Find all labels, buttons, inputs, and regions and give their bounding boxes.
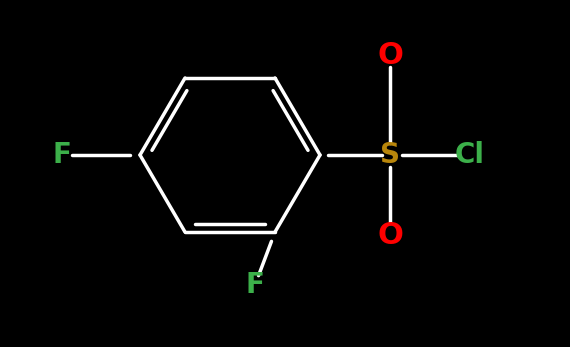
Text: S: S bbox=[380, 141, 400, 169]
Text: F: F bbox=[246, 271, 264, 299]
Text: O: O bbox=[377, 220, 403, 249]
Text: F: F bbox=[52, 141, 71, 169]
Text: Cl: Cl bbox=[455, 141, 485, 169]
Text: O: O bbox=[377, 41, 403, 69]
